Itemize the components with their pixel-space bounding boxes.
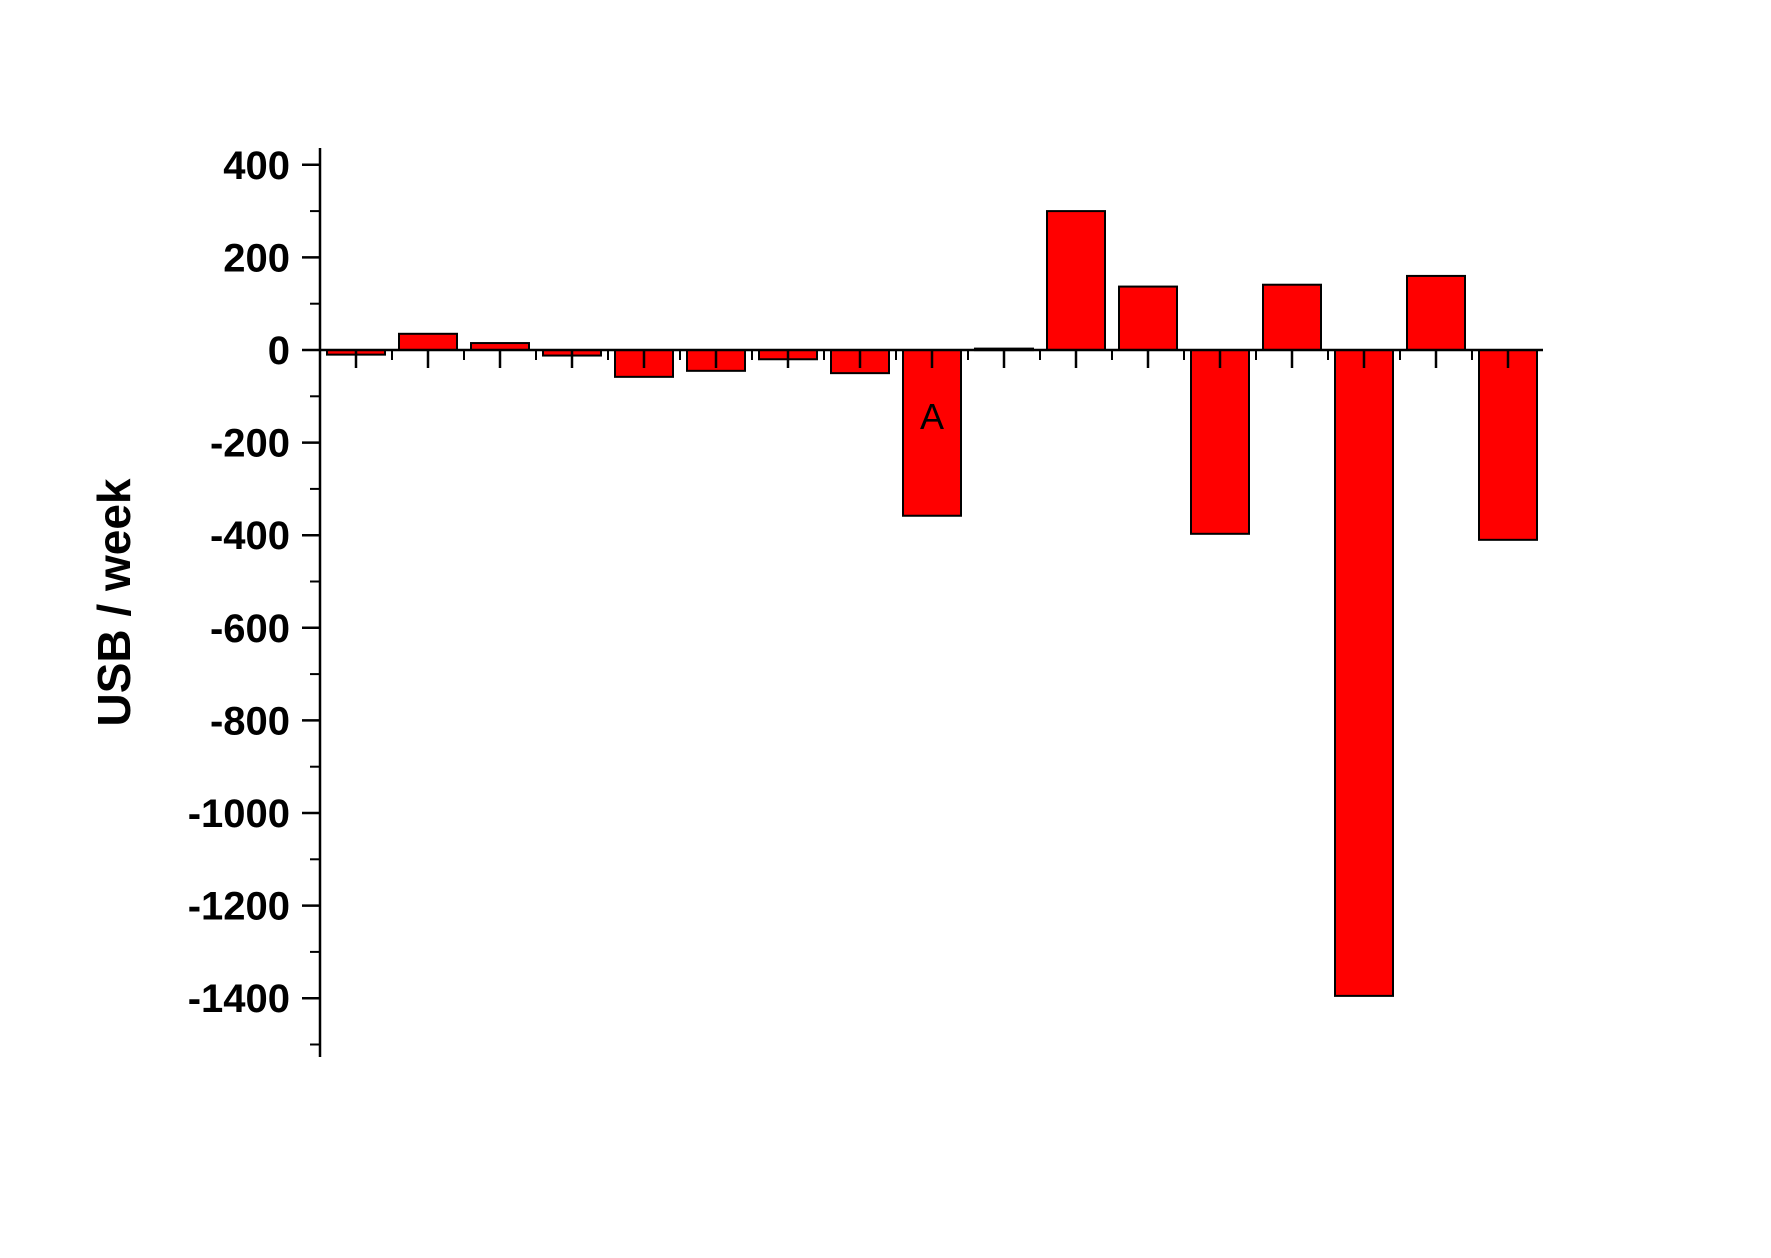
y-tick-label: 200 <box>223 236 290 280</box>
y-tick-label: -200 <box>210 422 290 466</box>
y-tick-label: 400 <box>223 144 290 188</box>
bars-group <box>326 210 1538 997</box>
labels-group: 400 200 0 -200 -400 -600 -800 -1000 -1200 -1400 US… <box>88 144 944 1021</box>
bar-10 <box>1046 210 1106 351</box>
y-tick-label: -1000 <box>188 792 290 836</box>
y-tick-label: -400 <box>210 514 290 558</box>
bar-1 <box>398 332 458 352</box>
y-tick-label: -600 <box>210 607 290 651</box>
bar-13 <box>1262 283 1322 352</box>
axes-group <box>302 148 1543 1057</box>
y-tick-label: -1200 <box>188 885 290 929</box>
bar-14 <box>1334 349 1394 997</box>
y-tick-label: -1400 <box>188 977 290 1021</box>
y-axis-label: USB / week <box>88 478 140 726</box>
annotation-label: A <box>920 396 944 437</box>
bar-12 <box>1190 349 1250 535</box>
bar-8 <box>902 349 962 517</box>
y-tick-label: 0 <box>268 329 290 373</box>
bar-16 <box>1478 349 1538 541</box>
bar-11 <box>1118 285 1178 351</box>
bar-15 <box>1406 274 1466 352</box>
y-tick-label: -800 <box>210 699 290 743</box>
